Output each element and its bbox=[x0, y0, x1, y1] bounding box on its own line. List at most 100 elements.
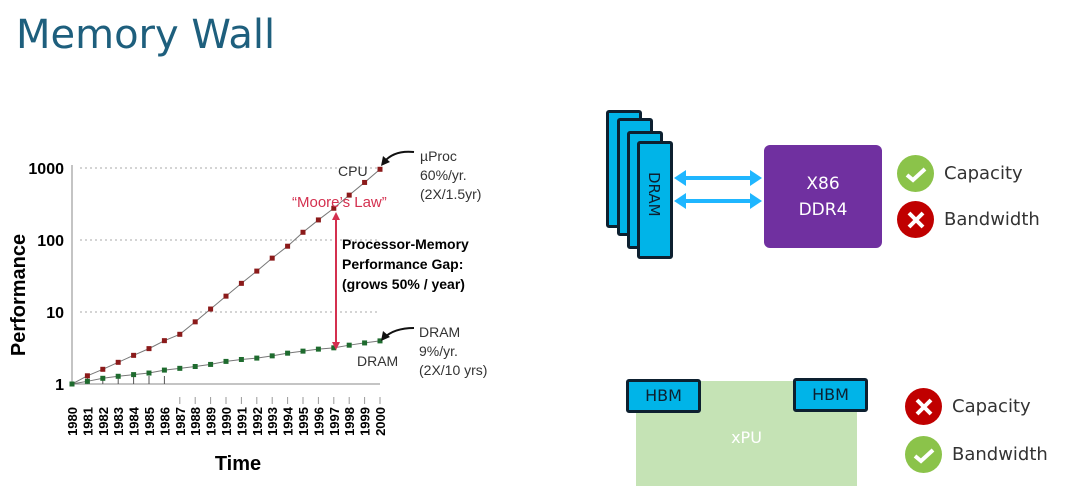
data-point-cpu bbox=[362, 179, 368, 185]
uproc-note-3: (2X/1.5yr) bbox=[420, 186, 481, 202]
x-icon bbox=[897, 201, 934, 238]
status-label: Capacity bbox=[952, 396, 1031, 417]
status-label: Capacity bbox=[944, 163, 1023, 184]
y-tick-label: 1000 bbox=[28, 161, 64, 178]
dram-series-label: DRAM bbox=[357, 353, 398, 369]
slide-title: Memory Wall bbox=[16, 12, 276, 58]
data-point-cpu bbox=[223, 293, 229, 299]
x-tick-label: 1987 bbox=[173, 407, 188, 436]
y-tick-label: 100 bbox=[37, 233, 64, 250]
data-point-cpu bbox=[285, 243, 291, 249]
data-point-cpu bbox=[254, 268, 260, 274]
status-label: Bandwidth bbox=[944, 209, 1040, 230]
x-tick-label: 1999 bbox=[358, 407, 373, 436]
x-tick-label: 1990 bbox=[219, 407, 234, 436]
data-point-dram bbox=[192, 364, 198, 370]
y-tick-label: 1 bbox=[55, 377, 64, 394]
top-bandwidth-status: Bandwidth bbox=[897, 201, 1040, 238]
x-tick-label: 1986 bbox=[157, 407, 172, 436]
data-point-dram bbox=[362, 340, 368, 346]
uproc-note-1: µProc bbox=[420, 148, 457, 164]
x-icon bbox=[905, 388, 942, 425]
data-point-dram bbox=[238, 356, 244, 362]
data-point-dram bbox=[285, 350, 291, 356]
moores-law-label: “Moore’s Law” bbox=[292, 194, 387, 211]
data-point-cpu bbox=[238, 280, 244, 286]
data-point-cpu bbox=[146, 346, 152, 352]
x-tick-label: 1995 bbox=[296, 407, 311, 436]
hbm-right: HBM bbox=[793, 378, 868, 412]
data-point-dram bbox=[69, 381, 75, 387]
data-point-cpu bbox=[84, 373, 90, 379]
check-icon bbox=[897, 155, 934, 192]
bottom-bandwidth-status: Bandwidth bbox=[905, 436, 1048, 473]
bidirectional-arrows bbox=[674, 170, 762, 209]
data-point-cpu bbox=[161, 338, 167, 344]
y-axis-label: Performance bbox=[8, 234, 30, 356]
dram-note-1: DRAM bbox=[419, 324, 460, 340]
x-tick-label: 2000 bbox=[373, 407, 388, 436]
gap-line-3: (grows 50% / year) bbox=[342, 276, 465, 292]
data-point-dram bbox=[131, 372, 137, 378]
x-tick-label: 1998 bbox=[342, 407, 357, 436]
hbm-left: HBM bbox=[626, 379, 701, 413]
x-tick-label: 1994 bbox=[281, 406, 296, 436]
data-point-dram bbox=[223, 358, 229, 364]
x-tick-label: 1993 bbox=[265, 407, 280, 436]
data-point-cpu bbox=[100, 366, 106, 372]
dram-note-2: 9%/yr. bbox=[419, 343, 458, 359]
data-point-dram bbox=[115, 373, 121, 379]
data-point-cpu bbox=[131, 352, 137, 358]
x-tick-label: 1980 bbox=[65, 407, 80, 436]
data-point-cpu bbox=[192, 319, 198, 325]
x-tick-label: 1981 bbox=[80, 407, 95, 436]
gap-line-1: Processor-Memory bbox=[342, 236, 469, 252]
data-point-dram bbox=[377, 338, 383, 344]
uproc-callout-arrow bbox=[383, 150, 415, 163]
y-tick-label: 10 bbox=[46, 305, 64, 322]
data-point-dram bbox=[254, 355, 260, 361]
dram-note-3: (2X/10 yrs) bbox=[419, 362, 487, 378]
data-point-cpu bbox=[331, 205, 337, 211]
dram-label: DRAM bbox=[645, 172, 663, 217]
data-point-dram bbox=[84, 378, 90, 384]
data-point-cpu bbox=[377, 166, 383, 172]
data-point-cpu bbox=[269, 255, 275, 261]
data-point-dram bbox=[346, 342, 352, 348]
x-tick-label: 1989 bbox=[204, 407, 219, 436]
data-point-cpu bbox=[208, 306, 214, 312]
data-point-cpu bbox=[346, 192, 352, 198]
top-capacity-status: Capacity bbox=[897, 155, 1023, 192]
data-point-dram bbox=[161, 367, 167, 373]
data-point-dram bbox=[146, 370, 152, 376]
gap-line-2: Performance Gap: bbox=[342, 256, 463, 272]
x-tick-label: 1988 bbox=[188, 407, 203, 436]
data-point-dram bbox=[331, 345, 337, 351]
x-axis-label: Time bbox=[215, 453, 261, 475]
data-point-dram bbox=[100, 375, 106, 381]
x-tick-label: 1985 bbox=[142, 407, 157, 436]
status-label: Bandwidth bbox=[952, 444, 1048, 465]
x-tick-label: 1984 bbox=[127, 406, 142, 436]
bottom-capacity-status: Capacity bbox=[905, 388, 1031, 425]
dram-module bbox=[637, 141, 673, 259]
data-point-cpu bbox=[300, 229, 306, 235]
data-point-dram bbox=[269, 353, 275, 359]
check-icon bbox=[905, 436, 942, 473]
cpu-line-1: X86 bbox=[806, 173, 840, 194]
data-point-cpu bbox=[315, 217, 321, 223]
x-tick-label: 1996 bbox=[311, 407, 326, 436]
data-point-cpu bbox=[177, 331, 183, 337]
data-point-dram bbox=[300, 348, 306, 354]
data-point-dram bbox=[315, 346, 321, 352]
x-tick-label: 1983 bbox=[111, 407, 126, 436]
x-tick-label: 1997 bbox=[327, 407, 342, 436]
x-tick-label: 1982 bbox=[96, 407, 111, 436]
x-tick-label: 1991 bbox=[234, 407, 249, 436]
x86-cpu-block: X86 DDR4 bbox=[764, 145, 882, 248]
cpu-series-label: CPU bbox=[338, 163, 368, 179]
cpu-line-2: DDR4 bbox=[798, 199, 848, 220]
data-point-dram bbox=[177, 365, 183, 371]
x-tick-label: 1992 bbox=[250, 407, 265, 436]
